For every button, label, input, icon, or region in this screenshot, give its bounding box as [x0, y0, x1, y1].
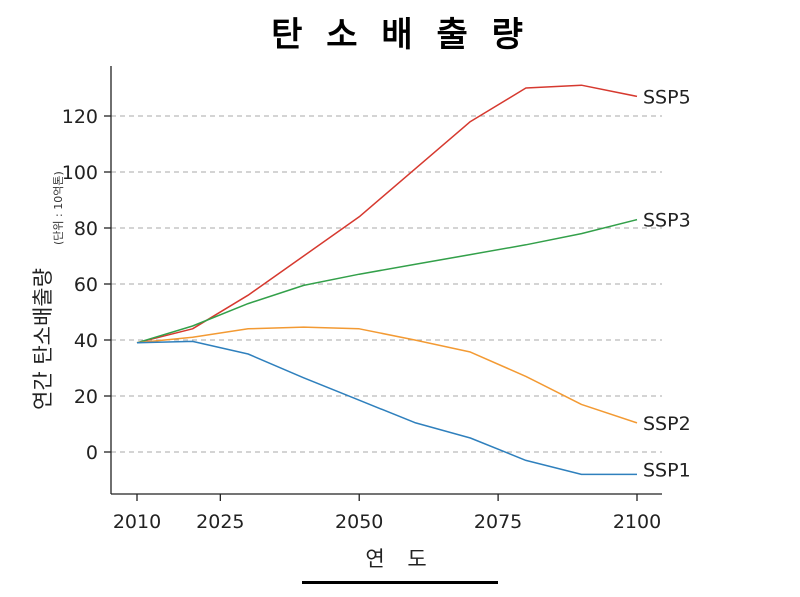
y-tick-label: 20: [74, 386, 98, 408]
chart-title: 탄 소 배 출 량: [271, 15, 529, 55]
x-tick-label: 2075: [474, 511, 522, 533]
x-tick-label: 2025: [196, 511, 244, 533]
y-tick-label: 120: [62, 106, 98, 128]
y-tick-label: 0: [86, 442, 98, 464]
x-axis-label: 연 도: [365, 547, 434, 571]
y-axis-label: 연간 탄소배출량: [31, 268, 55, 410]
y-tick-label: 60: [74, 274, 98, 296]
series-label-ssp5: SSP5: [643, 86, 691, 108]
series-line-ssp1: [136, 340, 637, 476]
y-tick-label: 40: [74, 330, 98, 352]
series-label-ssp3: SSP3: [643, 210, 691, 232]
series-label-ssp1: SSP1: [643, 459, 691, 481]
y-tick-label: 100: [62, 162, 98, 184]
series-line-ssp2: [136, 326, 638, 424]
y-tick-label: 80: [74, 218, 98, 240]
x-axis-label-underline: [302, 581, 498, 584]
x-tick-label: 2100: [613, 511, 661, 533]
series-label-ssp2: SSP2: [643, 413, 691, 435]
x-tick-label: 2010: [113, 511, 161, 533]
y-axis-unit: (단위 : 10억톤): [52, 171, 65, 245]
series-line-ssp5: [136, 84, 638, 344]
series-line-ssp3: [136, 218, 638, 344]
x-tick-label: 2050: [335, 511, 383, 533]
